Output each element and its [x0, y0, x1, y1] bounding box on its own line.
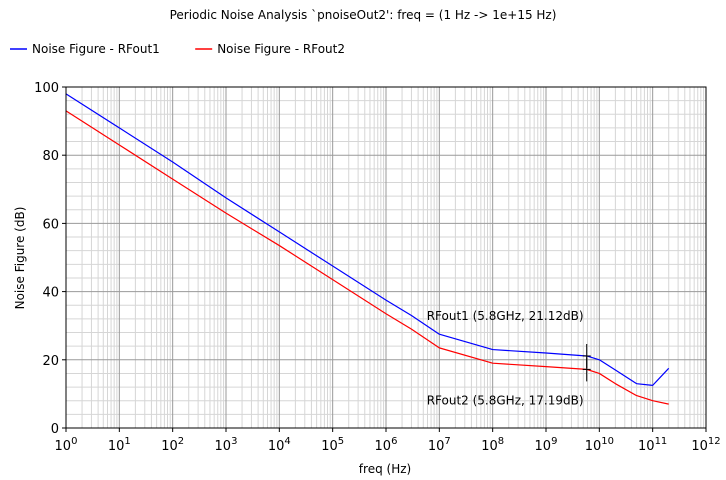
y-tick-label: 0: [51, 422, 59, 437]
y-axis-ticks: 0 20 40 60 80 100: [34, 81, 66, 437]
y-tick-label: 100: [34, 81, 59, 96]
legend-label: Noise Figure - RFout2: [217, 42, 345, 56]
legend: Noise Figure - RFout1 Noise Figure - RFou…: [10, 42, 345, 56]
x-axis-label: freq (Hz): [359, 462, 411, 476]
series-group: [65, 93, 670, 405]
x-tick-label: 105: [321, 436, 344, 454]
legend-label: Noise Figure - RFout1: [32, 42, 160, 56]
x-tick-label: 108: [481, 436, 504, 454]
marker-group: RFout1 (5.8GHz, 21.12dB) RFout2 (5.8GHz, …: [427, 309, 591, 407]
y-axis-label: Noise Figure (dB): [13, 207, 27, 310]
x-tick-label: 106: [375, 436, 398, 454]
y-tick-label: 20: [42, 354, 59, 369]
x-tick-label: 1010: [585, 436, 614, 454]
x-tick-label: 107: [428, 436, 451, 454]
marker-label: RFout1 (5.8GHz, 21.12dB): [427, 309, 584, 323]
x-tick-label: 104: [268, 436, 291, 454]
x-axis-ticks: 100 101 102 103 104 105 106 107 108 109 1010 1011 10…: [55, 428, 721, 454]
y-tick-label: 60: [42, 217, 59, 232]
marker-label: RFout2 (5.8GHz, 17.19dB): [427, 393, 584, 407]
x-tick-label: 1011: [638, 436, 667, 454]
x-tick-label: 1012: [691, 436, 720, 454]
series-line-1: [65, 93, 670, 386]
y-tick-label: 40: [42, 286, 59, 301]
y-tick-label: 80: [42, 149, 59, 164]
x-tick-label: 103: [215, 436, 238, 454]
x-tick-label: 100: [55, 436, 78, 454]
chart-title: Periodic Noise Analysis `pnoiseOut2': fr…: [170, 8, 557, 22]
x-tick-label: 102: [161, 436, 184, 454]
x-tick-label: 109: [535, 436, 558, 454]
x-tick-label: 101: [108, 436, 131, 454]
series-line-2: [65, 110, 669, 405]
